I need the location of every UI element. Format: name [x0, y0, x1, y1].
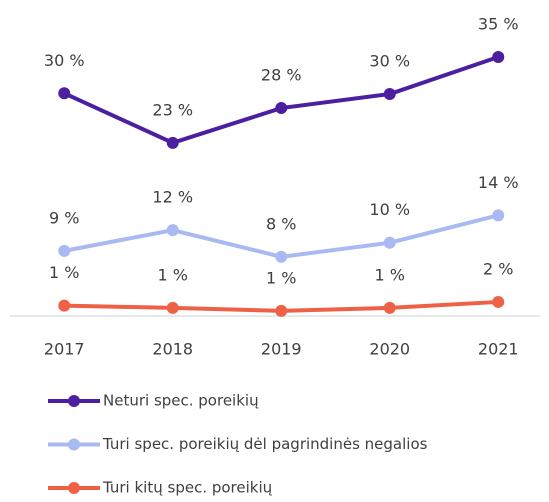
legend-label: Turi kitų spec. poreikių [102, 479, 273, 497]
data-point [58, 87, 71, 100]
legend-marker [68, 482, 80, 494]
data-point [383, 88, 396, 100]
x-tick-label: 2019 [261, 340, 302, 359]
data-point [166, 136, 179, 149]
data-label: 10 % [369, 200, 410, 219]
data-label: 1 % [375, 265, 405, 284]
data-label: 9 % [49, 208, 79, 227]
legend-label: Neturi spec. poreikių [103, 392, 259, 410]
data-label: 14 % [478, 173, 519, 192]
legend-label: Turi spec. poreikių dėl pagrindinės nega… [102, 435, 428, 453]
data-label: 28 % [261, 66, 302, 85]
data-point [58, 299, 71, 312]
data-point [492, 295, 505, 308]
data-point [383, 301, 396, 314]
data-label: 2 % [483, 259, 513, 278]
data-point [492, 51, 505, 63]
data-point [275, 250, 288, 263]
data-label: 30 % [44, 51, 85, 70]
data-label: 35 % [478, 15, 519, 34]
x-tick-label: 2020 [369, 340, 410, 359]
data-point [275, 102, 288, 115]
data-label: 1 % [49, 263, 79, 282]
data-point [166, 224, 179, 237]
data-point [275, 304, 288, 317]
data-label: 12 % [152, 188, 193, 207]
x-tick-label: 2018 [152, 340, 193, 359]
data-point [492, 209, 505, 222]
data-label: 1 % [266, 268, 296, 287]
x-tick-label: 2021 [478, 340, 519, 359]
data-label: 23 % [152, 100, 193, 119]
data-point [166, 301, 179, 314]
data-label: 30 % [369, 52, 410, 71]
legend-marker [68, 438, 80, 451]
data-label: 1 % [158, 265, 188, 284]
data-point [383, 236, 396, 249]
data-label: 8 % [266, 214, 296, 233]
x-tick-label: 2017 [44, 340, 85, 359]
legend-marker [68, 395, 80, 407]
data-point [58, 244, 71, 257]
